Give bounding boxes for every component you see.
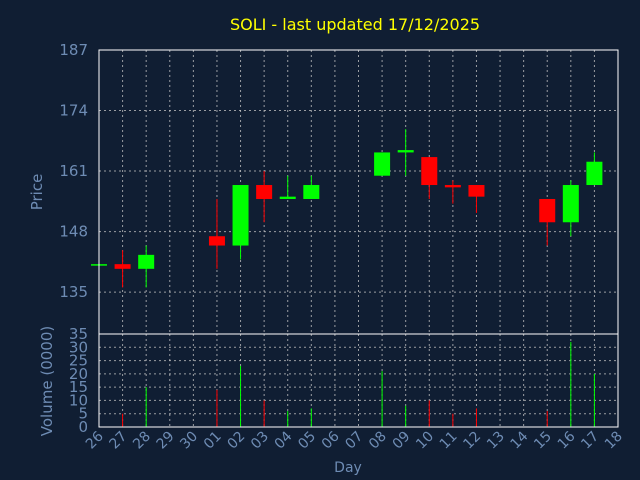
candle-body: [374, 152, 391, 176]
price-y-tick-label: 148: [59, 223, 88, 241]
x-tick-label: 02: [224, 429, 248, 453]
x-tick-label: 27: [106, 429, 130, 453]
x-tick-label: 07: [342, 429, 366, 453]
x-tick-label: 12: [460, 429, 484, 453]
candle-body: [232, 185, 249, 246]
volume-axis-label: Volume (0000): [38, 326, 56, 436]
volume-y-tick-label: 35: [69, 325, 88, 343]
volume-series: [122, 341, 595, 427]
volume-panel-frame: [98, 333, 619, 428]
candle-body: [586, 161, 603, 186]
x-tick-label: 16: [555, 428, 579, 452]
x-tick-label: 04: [272, 428, 296, 452]
x-tick-label: 29: [154, 429, 178, 453]
candle-body: [444, 185, 461, 188]
x-axis-label: Day: [334, 460, 362, 476]
x-tick-label: 10: [413, 429, 437, 453]
candle-body: [114, 264, 131, 269]
x-tick-label: 17: [578, 429, 602, 453]
x-tick-label: 05: [295, 429, 319, 453]
price-y-tick-label: 161: [59, 162, 88, 180]
x-tick-label: 13: [484, 429, 508, 453]
x-tick-label: 15: [531, 429, 555, 453]
candle-body: [539, 198, 556, 223]
volume-y-tick-label: 25: [69, 352, 88, 370]
chart-title: SOLI - last updated 17/12/2025: [230, 15, 480, 34]
candle-body: [397, 150, 414, 153]
price-y-tick-label: 135: [59, 283, 88, 301]
price-y-tick-label: 187: [59, 41, 88, 59]
x-tick-label: 28: [130, 429, 154, 453]
x-tick-label: 18: [602, 429, 626, 453]
candle-body: [468, 185, 485, 197]
candle-body: [256, 185, 273, 199]
volume-y-tick-label: 30: [69, 338, 88, 356]
candle-body: [138, 254, 155, 269]
x-tick-label: 08: [366, 429, 390, 453]
x-tick-label: 14: [508, 428, 532, 452]
x-tick-label: 01: [201, 429, 225, 453]
x-tick-label: 09: [390, 429, 414, 453]
x-tick-labels: 26 27 28 29 30 01 02 03 04 05 06 07 08 09 10 11 12 13 14 15…: [83, 428, 626, 452]
price-axis-label: Price: [28, 174, 46, 211]
candle-body: [279, 196, 296, 199]
volume-y-tick-label: 10: [69, 391, 88, 409]
price-grid: [99, 49, 618, 334]
volume-y-tick-label: 0: [78, 418, 88, 436]
x-tick-label: 30: [177, 429, 201, 453]
candlestick-series: [91, 129, 603, 288]
volume-y-tick-label: 20: [69, 365, 88, 383]
x-tick-label: 11: [437, 429, 461, 453]
candle-body: [208, 236, 225, 246]
price-y-tick-label: 174: [59, 102, 88, 120]
x-tick-label: 03: [248, 429, 272, 453]
candle-body: [303, 185, 320, 199]
candle-body: [421, 157, 438, 186]
candle-body: [562, 185, 579, 223]
x-tick-label: 06: [319, 428, 343, 452]
volume-grid: [99, 333, 618, 428]
volume-y-tick-label: 5: [78, 405, 88, 423]
price-y-tick-labels: 135 148 161 174 187: [59, 41, 88, 301]
volume-y-tick-label: 15: [69, 378, 88, 396]
